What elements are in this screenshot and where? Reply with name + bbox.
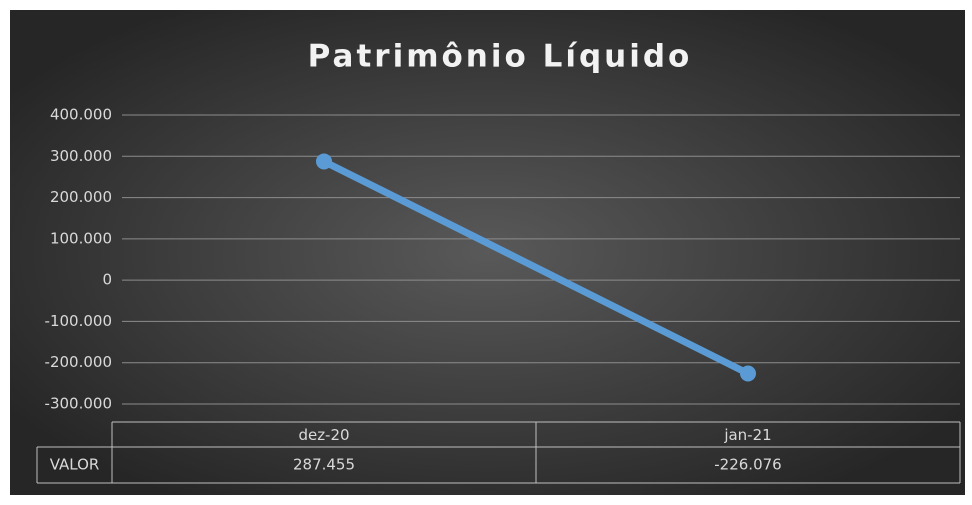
y-tick-label: -200.000 [45, 353, 112, 371]
y-tick-label: 400.000 [50, 106, 112, 124]
y-tick-label: 300.000 [50, 147, 112, 165]
x-tick-label: jan-21 [723, 426, 771, 444]
table-series-name: VALOR [50, 456, 100, 474]
y-tick-label: 100.000 [50, 229, 112, 247]
table-value: 287.455 [293, 456, 355, 474]
y-tick-label: -100.000 [45, 312, 112, 330]
chart-title: Patrimônio Líquido [308, 39, 693, 75]
chart-background [10, 10, 965, 495]
point-marker [316, 153, 332, 170]
y-tick-label: -300.000 [45, 395, 112, 413]
x-tick-label: dez-20 [298, 426, 349, 444]
table-value: -226.076 [714, 456, 781, 474]
series-line [320, 157, 752, 377]
point-marker [740, 365, 756, 382]
y-tick-label: 200.000 [50, 188, 112, 206]
y-tick-label: 0 [102, 271, 112, 289]
